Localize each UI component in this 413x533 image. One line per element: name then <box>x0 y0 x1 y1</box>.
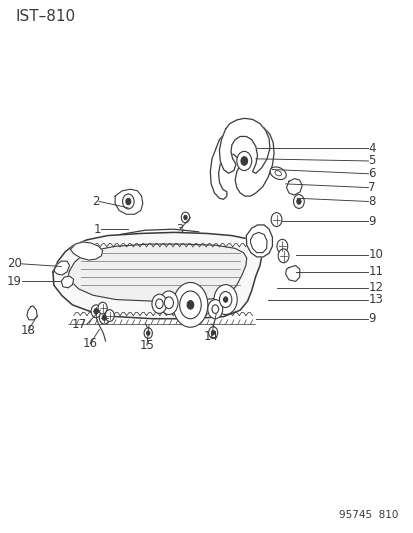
Text: 19: 19 <box>7 275 21 288</box>
Circle shape <box>211 305 218 313</box>
Ellipse shape <box>269 167 286 180</box>
Text: 15: 15 <box>139 339 154 352</box>
Circle shape <box>164 297 173 309</box>
Circle shape <box>219 292 231 308</box>
Circle shape <box>144 328 152 338</box>
Circle shape <box>278 249 288 263</box>
Circle shape <box>146 331 150 335</box>
Text: 8: 8 <box>368 195 375 208</box>
Text: 14: 14 <box>203 330 218 343</box>
Text: 1: 1 <box>94 223 101 236</box>
Circle shape <box>271 213 281 227</box>
Polygon shape <box>54 261 69 275</box>
Text: 16: 16 <box>83 337 97 350</box>
Circle shape <box>159 291 178 314</box>
Text: IST–810: IST–810 <box>16 9 76 25</box>
Circle shape <box>187 301 193 309</box>
Circle shape <box>296 199 300 204</box>
Text: 6: 6 <box>368 167 375 180</box>
Text: 9: 9 <box>368 312 375 325</box>
Circle shape <box>276 239 287 253</box>
Circle shape <box>211 330 214 335</box>
Circle shape <box>181 212 189 223</box>
Circle shape <box>207 300 222 319</box>
Polygon shape <box>27 306 37 320</box>
Polygon shape <box>246 225 272 257</box>
Circle shape <box>214 285 237 314</box>
Circle shape <box>173 282 207 327</box>
Circle shape <box>240 157 247 165</box>
Circle shape <box>98 302 107 314</box>
Polygon shape <box>285 265 299 281</box>
Polygon shape <box>286 179 301 195</box>
Text: 9: 9 <box>368 215 375 228</box>
Circle shape <box>91 305 101 318</box>
Text: 13: 13 <box>368 293 382 306</box>
Text: 18: 18 <box>21 324 36 337</box>
Polygon shape <box>115 189 142 214</box>
Circle shape <box>99 311 109 324</box>
Text: 20: 20 <box>7 257 21 270</box>
Text: 11: 11 <box>368 265 382 278</box>
Polygon shape <box>219 118 269 173</box>
Polygon shape <box>250 232 266 253</box>
Polygon shape <box>53 232 261 319</box>
Circle shape <box>105 310 114 321</box>
Polygon shape <box>210 123 273 199</box>
Circle shape <box>94 309 98 314</box>
Text: 4: 4 <box>368 142 375 155</box>
Circle shape <box>208 327 217 338</box>
Ellipse shape <box>274 171 281 176</box>
Text: 5: 5 <box>368 155 375 167</box>
Circle shape <box>179 291 201 319</box>
Circle shape <box>152 294 166 313</box>
Polygon shape <box>70 242 102 260</box>
Polygon shape <box>68 244 246 301</box>
Text: 12: 12 <box>368 281 382 294</box>
Circle shape <box>293 195 304 208</box>
Circle shape <box>126 198 131 205</box>
Text: 17: 17 <box>72 318 87 330</box>
Text: 95745  810: 95745 810 <box>339 510 398 520</box>
Text: 3: 3 <box>176 223 183 236</box>
Circle shape <box>223 297 227 302</box>
Circle shape <box>122 194 134 209</box>
Circle shape <box>236 151 251 171</box>
Text: 2: 2 <box>92 195 99 208</box>
Text: 7: 7 <box>368 181 375 194</box>
Circle shape <box>102 315 106 320</box>
Text: 10: 10 <box>368 248 382 261</box>
Polygon shape <box>61 276 74 288</box>
Circle shape <box>155 299 163 309</box>
Circle shape <box>183 215 187 220</box>
